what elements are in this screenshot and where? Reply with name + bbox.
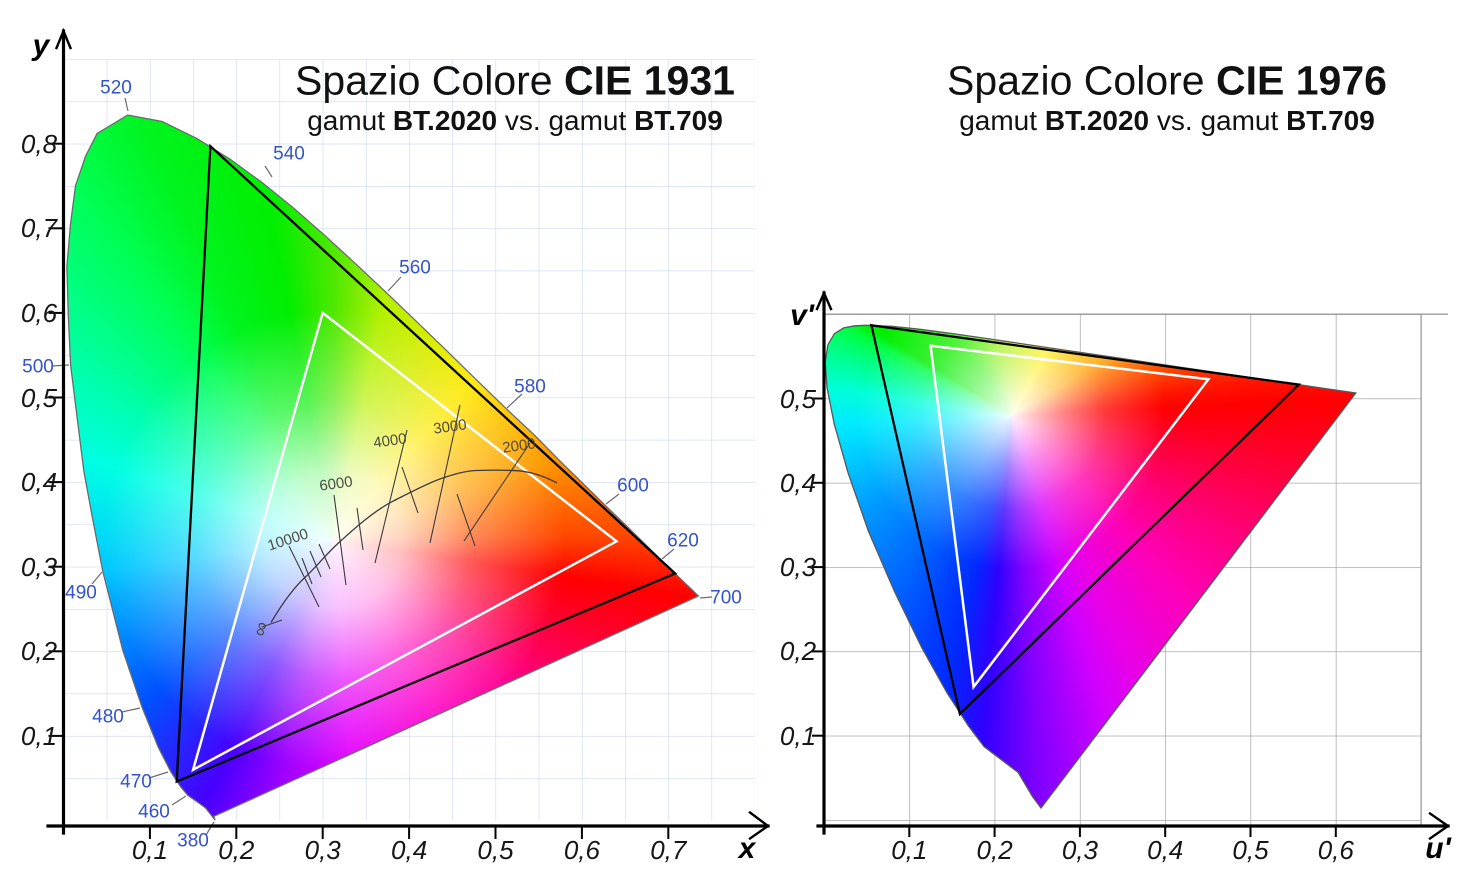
x-axis-label: x (738, 832, 756, 865)
wavelength-label-580: 580 (514, 376, 546, 398)
wavelength-pointer-lines (51, 97, 713, 836)
y-tick-label: 0,6 (20, 297, 58, 328)
cie1976-ticks (812, 397, 1337, 837)
bt2020-triangle-cie1976 (869, 323, 1302, 717)
cie1976-spectral-locus-outline (824, 324, 1357, 810)
bt709-triangle-cie1976 (929, 344, 1211, 691)
u-tick-label: 0,4 (1147, 835, 1184, 865)
cie1931-ticks (48, 142, 670, 839)
u-tick-label: 0,2 (976, 835, 1013, 865)
x-tick-label: 0,3 (304, 835, 341, 865)
u-tick-label: 0,3 (1061, 835, 1098, 865)
y-axis-label: y (32, 29, 50, 62)
cie1976-title-bold: CIE 1976 (1215, 57, 1387, 104)
v-tick-label: 0,1 (779, 720, 817, 751)
isotherm-lines (261, 404, 531, 628)
u-tick-label: 0,5 (1232, 835, 1269, 865)
wavelength-label-490: 490 (65, 582, 97, 604)
x-tick-label: 0,6 (563, 835, 600, 865)
wavelength-label-600: 600 (617, 475, 649, 497)
wavelength-label-470: 470 (120, 771, 152, 793)
y-tick-label: 0,5 (20, 382, 58, 413)
y-tick-label: 0,2 (20, 636, 58, 667)
wavelength-label-380: 380 (177, 830, 209, 852)
v-axis-label: v' (790, 299, 814, 332)
cie1976-axes (815, 290, 1451, 841)
bt2020-triangle-cie1931 (175, 143, 678, 784)
y-tick-label: 0,8 (20, 128, 58, 159)
planckian-locus (270, 469, 558, 623)
wavelength-label-540: 540 (273, 143, 305, 165)
x-tick-label: 0,5 (477, 835, 514, 865)
y-tick-label: 0,4 (20, 467, 58, 498)
u-tick-label: 0,6 (1317, 835, 1354, 865)
y-tick-label: 0,7 (20, 213, 58, 244)
cie1931-subtitle: gamut BT.2020 vs. gamut BT.709 (307, 105, 723, 136)
wavelength-label-560: 560 (399, 257, 431, 279)
x-tick-label: 0,4 (391, 835, 428, 865)
v-tick-label: 0,5 (779, 383, 817, 414)
x-tick-label: 0,7 (650, 835, 687, 865)
cct-label-3000: 3000 (432, 416, 468, 438)
wavelength-label-480: 480 (92, 706, 124, 728)
bt709-triangle-cie1931 (191, 310, 619, 773)
v-tick-label: 0,4 (779, 467, 817, 498)
u-axis-label: u' (1425, 832, 1451, 865)
cie1931-spectral-locus-outline (66, 114, 700, 821)
cie1931-title: Spazio Colore CIE 1931 (295, 57, 735, 104)
y-tick-label: 0,1 (20, 720, 58, 751)
cie1976-title-regular: Spazio Colore (947, 57, 1205, 104)
wavelength-label-460: 460 (138, 801, 170, 823)
u-tick-label: 0,1 (891, 835, 928, 865)
wavelength-label-620: 620 (667, 530, 699, 552)
cct-label-2000: 2000 (501, 435, 537, 457)
x-tick-label: 0,1 (131, 835, 168, 865)
cct-label-6000: 6000 (318, 473, 354, 495)
cie1976-title: Spazio Colore CIE 1976 (947, 57, 1387, 104)
v-tick-label: 0,2 (779, 636, 817, 667)
cct-label-4000: 4000 (372, 430, 408, 452)
cie1976-subtitle: gamut BT.2020 vs. gamut BT.709 (959, 105, 1375, 136)
wavelength-label-700: 700 (710, 587, 742, 609)
y-tick-label: 0,3 (20, 551, 58, 582)
cie1931-title-regular: Spazio Colore (295, 57, 553, 104)
wavelength-label-520: 520 (100, 77, 132, 99)
cie1931-axes (46, 27, 771, 841)
cie1931-title-bold: CIE 1931 (563, 57, 735, 104)
wavelength-label-500: 500 (22, 356, 54, 378)
x-tick-label: 0,2 (218, 835, 255, 865)
v-tick-label: 0,3 (779, 552, 817, 583)
